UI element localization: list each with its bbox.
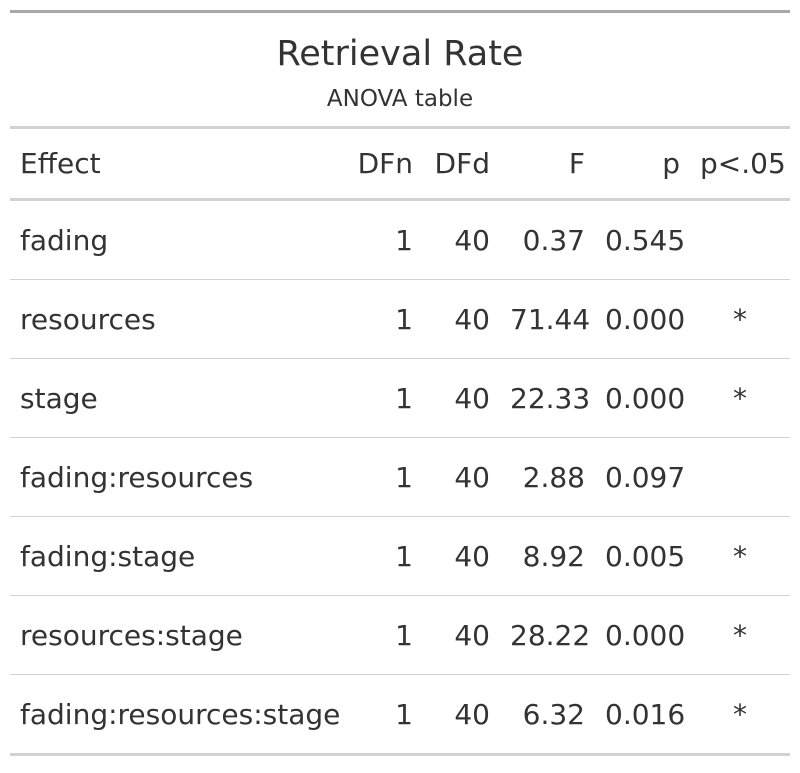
cell-f: 2.88 bbox=[500, 437, 595, 517]
column-header-f: F bbox=[500, 129, 595, 201]
table-row: fading:resources:stage 1 40 6.32 0.016 * bbox=[10, 674, 790, 756]
cell-f: 0.37 bbox=[500, 199, 595, 280]
cell-f: 28.22 bbox=[500, 595, 595, 675]
column-header-significance: p<.05 bbox=[690, 129, 790, 201]
table-row: resources 1 40 71.44 0.000 * bbox=[10, 279, 790, 359]
table-row: stage 1 40 22.33 0.000 * bbox=[10, 358, 790, 438]
cell-p: 0.000 bbox=[595, 358, 690, 438]
cell-dfn: 1 bbox=[346, 279, 423, 359]
cell-significance: * bbox=[690, 516, 790, 596]
anova-table-container: Retrieval Rate ANOVA table Effect DFn DF… bbox=[10, 10, 790, 756]
cell-significance: * bbox=[690, 595, 790, 675]
cell-p: 0.000 bbox=[595, 595, 690, 675]
cell-effect: resources bbox=[10, 279, 346, 359]
anova-table: Effect DFn DFd F p p<.05 fading 1 40 0.3… bbox=[10, 129, 790, 756]
cell-effect: fading:resources bbox=[10, 437, 346, 517]
cell-f: 22.33 bbox=[500, 358, 595, 438]
cell-f: 6.32 bbox=[500, 674, 595, 756]
cell-dfd: 40 bbox=[423, 358, 500, 438]
table-title: Retrieval Rate bbox=[276, 34, 524, 74]
cell-dfn: 1 bbox=[346, 595, 423, 675]
cell-p: 0.016 bbox=[595, 674, 690, 756]
column-header-dfd: DFd bbox=[423, 129, 500, 201]
cell-significance: * bbox=[690, 674, 790, 756]
cell-significance bbox=[690, 437, 790, 517]
cell-dfd: 40 bbox=[423, 595, 500, 675]
cell-significance bbox=[690, 199, 790, 280]
cell-dfn: 1 bbox=[346, 358, 423, 438]
cell-effect: fading bbox=[10, 199, 346, 280]
cell-dfd: 40 bbox=[423, 674, 500, 756]
cell-dfn: 1 bbox=[346, 199, 423, 280]
table-subtitle: ANOVA table bbox=[326, 86, 474, 112]
cell-effect: resources:stage bbox=[10, 595, 346, 675]
table-row: fading:resources 1 40 2.88 0.097 bbox=[10, 437, 790, 517]
cell-p: 0.097 bbox=[595, 437, 690, 517]
cell-p: 0.545 bbox=[595, 199, 690, 280]
header-divider bbox=[10, 126, 790, 129]
cell-dfn: 1 bbox=[346, 516, 423, 596]
table-row: fading 1 40 0.37 0.545 bbox=[10, 199, 790, 280]
cell-effect: fading:stage bbox=[10, 516, 346, 596]
cell-dfd: 40 bbox=[423, 279, 500, 359]
cell-p: 0.000 bbox=[595, 279, 690, 359]
column-header-dfn: DFn bbox=[346, 129, 423, 201]
cell-dfd: 40 bbox=[423, 516, 500, 596]
cell-p: 0.005 bbox=[595, 516, 690, 596]
cell-significance: * bbox=[690, 358, 790, 438]
cell-f: 8.92 bbox=[500, 516, 595, 596]
cell-effect: fading:resources:stage bbox=[10, 674, 346, 756]
column-header-effect: Effect bbox=[10, 129, 346, 201]
cell-dfd: 40 bbox=[423, 437, 500, 517]
cell-dfn: 1 bbox=[346, 437, 423, 517]
cell-dfd: 40 bbox=[423, 199, 500, 280]
cell-significance: * bbox=[690, 279, 790, 359]
table-row: fading:stage 1 40 8.92 0.005 * bbox=[10, 516, 790, 596]
header-row: Effect DFn DFd F p p<.05 bbox=[10, 129, 790, 201]
cell-dfn: 1 bbox=[346, 674, 423, 756]
column-header-p: p bbox=[595, 129, 690, 201]
top-border bbox=[10, 10, 790, 13]
table-row: resources:stage 1 40 28.22 0.000 * bbox=[10, 595, 790, 675]
cell-effect: stage bbox=[10, 358, 346, 438]
cell-f: 71.44 bbox=[500, 279, 595, 359]
